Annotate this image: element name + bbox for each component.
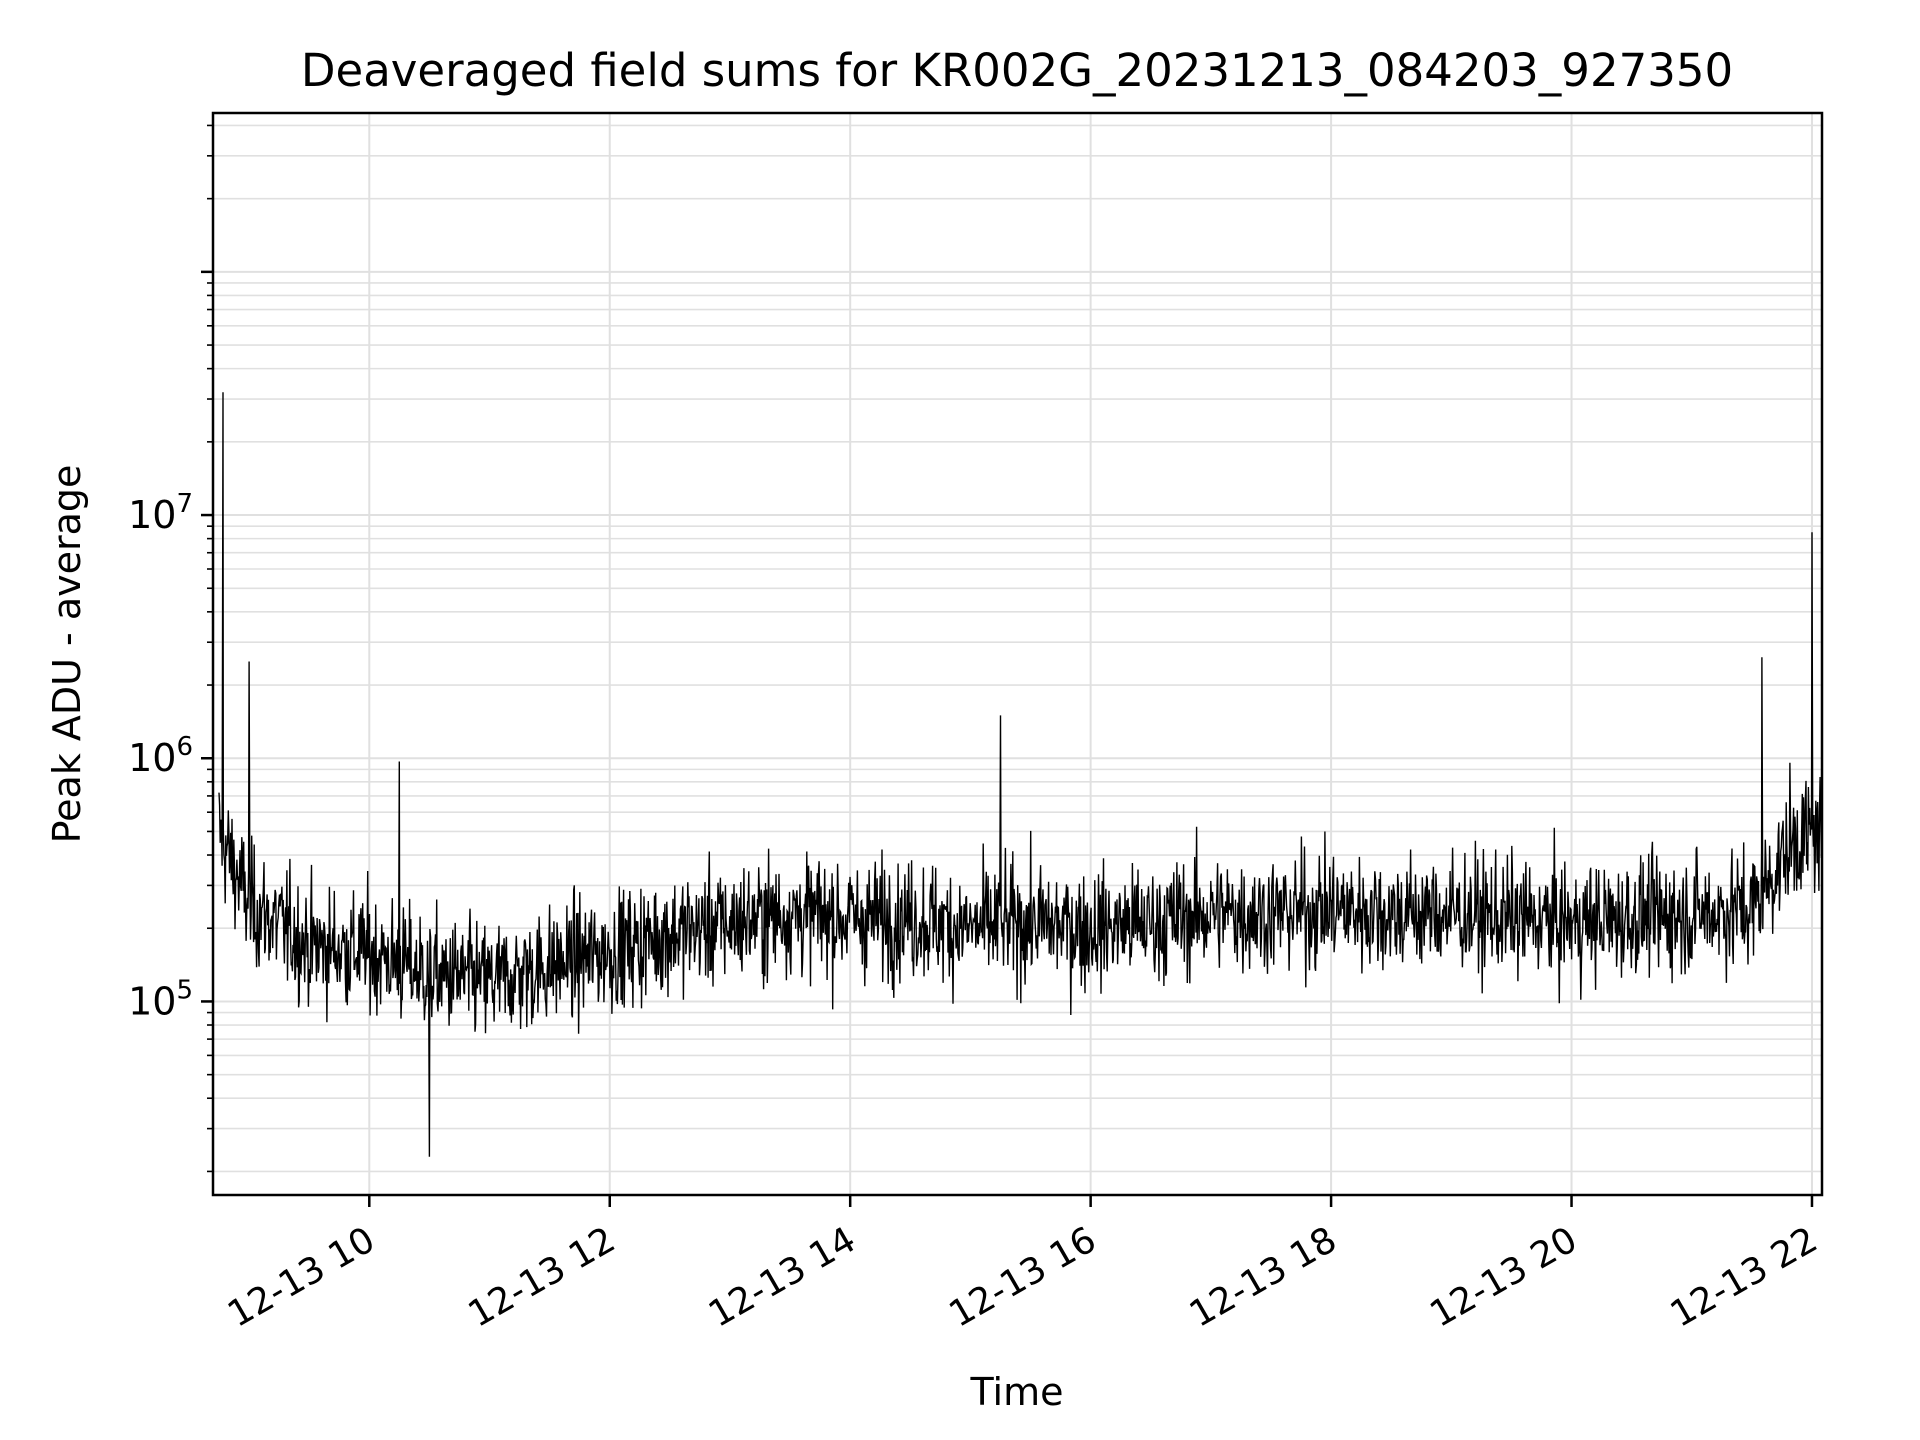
chart-title: Deaveraged field sums for KR002G_2023121… (301, 44, 1733, 97)
x-tick-label-6: 12-13 22 (1664, 1219, 1825, 1335)
x-tick-label-2: 12-13 14 (702, 1219, 863, 1335)
grid (213, 113, 1822, 1195)
x-axis: 12-13 10 12-13 12 12-13 14 12-13 16 12-13 18… (221, 1195, 1824, 1336)
x-axis-label: Time (970, 1370, 1064, 1414)
plot-frame (211, 111, 1824, 1197)
x-tick-label-0: 12-13 10 (221, 1219, 382, 1335)
x-tick-label-4: 12-13 18 (1183, 1219, 1344, 1335)
y-axis-label: Peak ADU - average (45, 465, 89, 844)
series-line (218, 392, 1823, 1157)
series-line-layer (218, 392, 1823, 1157)
y-tick-label-0: 105 (128, 975, 193, 1023)
y-tick-label-2: 107 (128, 489, 193, 537)
y-tick-label-1: 106 (128, 732, 193, 780)
x-tick-label-1: 12-13 12 (462, 1219, 623, 1335)
x-tick-label-3: 12-13 16 (942, 1219, 1103, 1335)
y-axis: 105 106 107 (128, 124, 213, 1173)
x-tick-label-5: 12-13 20 (1423, 1219, 1584, 1335)
